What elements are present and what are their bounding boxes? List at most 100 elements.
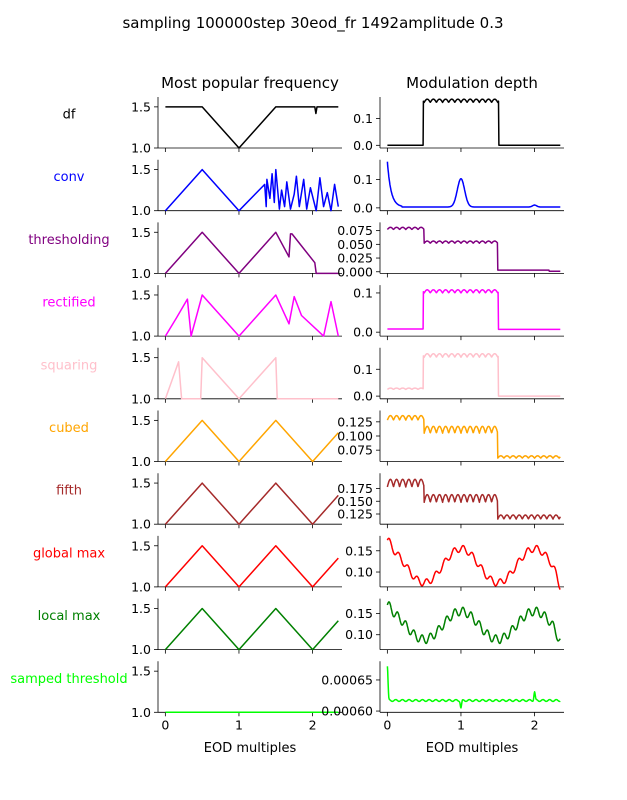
y-tick-label: 1.0 — [131, 517, 151, 532]
x-tick-label: 0 — [161, 717, 169, 732]
y-tick-label: 0.1 — [353, 111, 373, 126]
x-axis-label-left: EOD multiples — [204, 741, 297, 756]
axes-local-max-depth: 0.10 0.15 — [345, 598, 564, 654]
y-tick-label: 0.150 — [337, 494, 373, 509]
y-tick-label: 1.5 — [131, 99, 151, 114]
column-title-most-popular-frequency: Most popular frequency — [161, 74, 339, 92]
series-line-conv-depth — [386, 161, 561, 208]
y-tick-label: 1.0 — [131, 391, 151, 406]
y-tick-label: 1.0 — [131, 705, 151, 720]
axes-samped-threshold-freq: 1.0 1.5 0 1 2 — [131, 661, 342, 732]
row-label-fifth: fifth — [56, 484, 82, 499]
series-line-fifth-freq — [164, 482, 339, 525]
axes-rectified-depth: 0.0 0.1 — [353, 285, 564, 341]
y-tick-label: 1.5 — [131, 538, 151, 553]
row-label-thresholding: thresholding — [28, 233, 109, 248]
y-tick-label: 0.025 — [337, 251, 373, 266]
series-line-df-freq — [165, 106, 339, 149]
y-tick-label: 0.1 — [353, 172, 373, 187]
series-line-cubed-freq — [164, 419, 339, 463]
axes-global-max-freq: 1.0 1.5 — [131, 535, 342, 594]
y-tick-label: 1.5 — [131, 350, 151, 365]
y-tick-label: 1.0 — [131, 203, 151, 218]
y-tick-label: 0.10 — [345, 565, 373, 580]
row-label-cubed: cubed — [49, 421, 89, 436]
series-line-global-max-depth — [386, 537, 561, 591]
series-line-rectified-depth — [386, 289, 561, 331]
axes-df-depth: 0.0 0.1 — [353, 97, 564, 153]
y-tick-label: 0.050 — [337, 237, 373, 252]
series-line-samped-threshold-depth — [386, 666, 561, 709]
y-tick-label: 0.125 — [337, 507, 373, 522]
y-tick-label: 0.00060 — [321, 704, 373, 719]
y-tick-label: 1.0 — [131, 642, 151, 657]
series-line-df-depth — [386, 98, 561, 147]
series-line-thresholding-freq — [164, 231, 339, 275]
y-tick-label: 0.0 — [353, 325, 373, 340]
y-tick-label: 1.5 — [131, 287, 151, 302]
y-tick-label: 1.5 — [131, 664, 151, 679]
series-line-rectified-freq — [164, 294, 340, 337]
y-tick-label: 0.15 — [345, 606, 373, 621]
axes-fifth-freq: 1.0 1.5 — [131, 473, 342, 532]
x-axis-label-right: EOD multiples — [426, 741, 519, 756]
series-line-thresholding-depth — [386, 226, 561, 272]
figure-title: sampling 100000step 30eod_fr 1492amplitu… — [122, 14, 503, 33]
y-tick-label: 1.0 — [131, 454, 151, 469]
axes-thresholding-freq: 1.0 1.5 — [131, 222, 342, 281]
axes-local-max-freq: 1.0 1.5 — [131, 598, 342, 657]
y-tick-label: 0.000 — [337, 264, 373, 279]
y-tick-label: 0.075 — [337, 223, 373, 238]
row-label-local-max: local max — [38, 609, 101, 624]
axes-squaring-depth: 0.0 0.1 — [353, 347, 564, 404]
column-title-modulation-depth: Modulation depth — [406, 74, 538, 92]
y-tick-label: 1.0 — [131, 579, 151, 594]
series-line-squaring-freq — [164, 356, 339, 400]
row-label-rectified: rectified — [42, 296, 95, 311]
y-tick-label: 1.5 — [131, 225, 151, 240]
x-tick-label: 1 — [235, 717, 243, 732]
y-tick-label: 0.1 — [353, 362, 373, 377]
y-tick-label: 0.0 — [353, 138, 373, 153]
axes-squaring-freq: 1.0 1.5 — [131, 347, 342, 406]
series-line-fifth-depth — [386, 478, 561, 520]
y-tick-label: 1.5 — [131, 413, 151, 428]
y-tick-label: 0.100 — [337, 429, 373, 444]
y-tick-label: 0.175 — [337, 481, 373, 496]
axes-conv-freq: 1.0 1.5 — [131, 159, 342, 218]
row-label-df: df — [63, 108, 76, 123]
x-tick-label: 2 — [531, 717, 539, 732]
x-tick-label: 2 — [309, 717, 317, 732]
axes-cubed-freq: 1.0 1.5 — [131, 410, 342, 469]
y-tick-label: 1.0 — [131, 141, 151, 156]
series-line-cubed-depth — [386, 414, 561, 459]
y-tick-label: 1.0 — [131, 266, 151, 281]
series-line-local-max-depth — [386, 601, 561, 645]
row-label-global-max: global max — [33, 546, 105, 561]
series-line-local-max-freq — [164, 607, 339, 651]
row-label-conv: conv — [53, 170, 84, 185]
axes-rectified-freq: 1.0 1.5 — [131, 285, 342, 344]
y-tick-label: 1.0 — [131, 329, 151, 344]
axes-samped-threshold-depth: 0.00060 0.00065 0 1 2 — [321, 661, 564, 732]
series-line-global-max-freq — [164, 545, 339, 588]
y-tick-label: 0.0 — [353, 389, 373, 404]
y-tick-label: 0.15 — [345, 543, 373, 558]
y-tick-label: 0.075 — [337, 443, 373, 458]
axes-conv-depth: 0.0 0.1 — [353, 159, 564, 215]
row-label-samped-threshold: samped threshold — [10, 672, 127, 687]
y-tick-label: 0.1 — [353, 285, 373, 300]
y-tick-label: 0.0 — [353, 200, 373, 215]
y-tick-label: 0.125 — [337, 414, 373, 429]
axes-df-freq: 1.0 1.5 — [131, 97, 342, 156]
y-tick-label: 1.5 — [131, 601, 151, 616]
axes-global-max-depth: 0.10 0.15 — [345, 535, 564, 591]
series-line-conv-freq — [164, 168, 340, 212]
row-label-squaring: squaring — [41, 358, 98, 373]
x-tick-label: 0 — [383, 717, 391, 732]
y-tick-label: 0.10 — [345, 627, 373, 642]
